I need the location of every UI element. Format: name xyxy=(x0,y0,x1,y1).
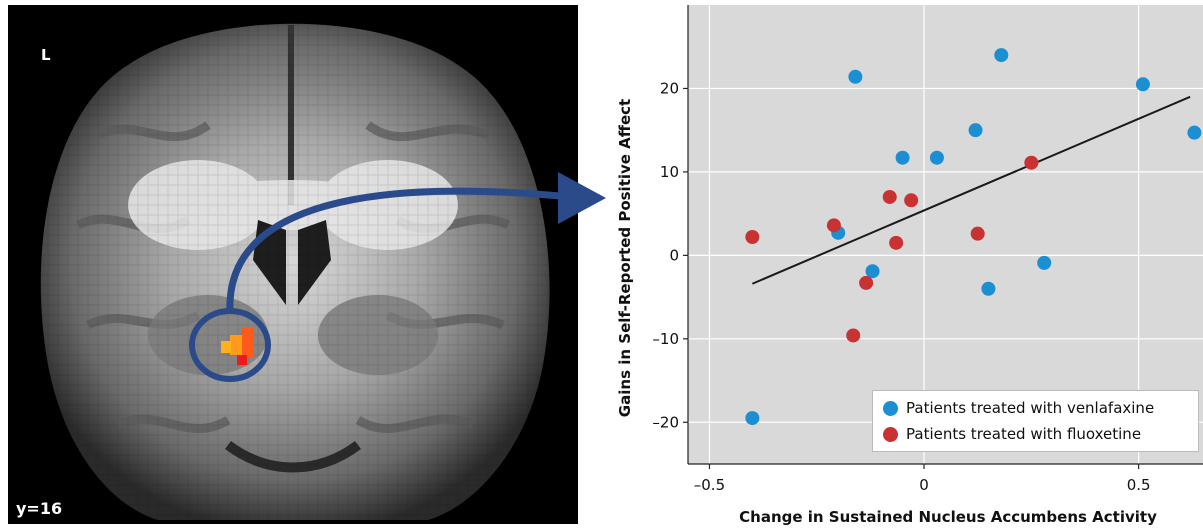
tick-labels: –0.5 0 0.5 –20 –10 0 10 20 xyxy=(652,79,1150,494)
venlafaxine-point xyxy=(1187,125,1202,140)
trend-line-layer xyxy=(751,95,1191,285)
y-tick-label: 10 xyxy=(660,163,679,181)
venlafaxine-point xyxy=(1135,77,1150,92)
data-points xyxy=(745,48,1202,426)
fluoxetine-point xyxy=(859,275,874,290)
venlafaxine-point xyxy=(1037,255,1052,270)
venlafaxine-point xyxy=(968,123,983,138)
legend-label-fluoxetine: Patients treated with fluoxetine xyxy=(906,425,1142,443)
fluoxetine-point xyxy=(904,193,919,208)
venlafaxine-point xyxy=(994,48,1009,63)
fluoxetine-point xyxy=(745,230,760,245)
x-tick-label: 0 xyxy=(919,476,929,494)
venlafaxine-point xyxy=(981,281,996,296)
axes xyxy=(683,5,1203,469)
fluoxetine-point xyxy=(1024,155,1039,170)
y-tick-label: 20 xyxy=(660,79,679,97)
legend-label-venlafaxine: Patients treated with venlafaxine xyxy=(906,399,1155,417)
fluoxetine-point xyxy=(889,235,904,250)
legend-swatch-fluoxetine xyxy=(883,426,898,442)
legend-entry-fluoxetine: Patients treated with fluoxetine xyxy=(883,421,1188,447)
legend-entry-venlafaxine: Patients treated with venlafaxine xyxy=(883,395,1188,421)
x-tick-label: 0.5 xyxy=(1127,476,1151,494)
legend: Patients treated with venlafaxine Patien… xyxy=(872,390,1199,452)
fluoxetine-point xyxy=(846,328,861,343)
slice-coordinate-label: y=16 xyxy=(16,499,63,518)
x-tick-label: –0.5 xyxy=(694,476,725,494)
legend-swatch-venlafaxine xyxy=(883,400,898,416)
fluoxetine-point xyxy=(882,189,897,204)
y-tick-label: –20 xyxy=(652,413,679,431)
fluoxetine-point xyxy=(826,218,841,233)
venlafaxine-point xyxy=(865,264,880,279)
fluoxetine-point xyxy=(970,226,985,241)
y-axis-label: Gains in Self-Reported Positive Affect xyxy=(616,98,634,418)
venlafaxine-point xyxy=(745,411,760,426)
orientation-label: L xyxy=(41,46,51,64)
y-tick-label: –10 xyxy=(652,330,679,348)
venlafaxine-point xyxy=(929,150,944,165)
venlafaxine-point xyxy=(895,150,910,165)
x-axis-label: Change in Sustained Nucleus Accumbens Ac… xyxy=(739,508,1157,526)
trend-line xyxy=(751,95,1191,285)
y-tick-label: 0 xyxy=(669,246,679,264)
plot-area xyxy=(688,5,1203,464)
venlafaxine-point xyxy=(848,69,863,84)
